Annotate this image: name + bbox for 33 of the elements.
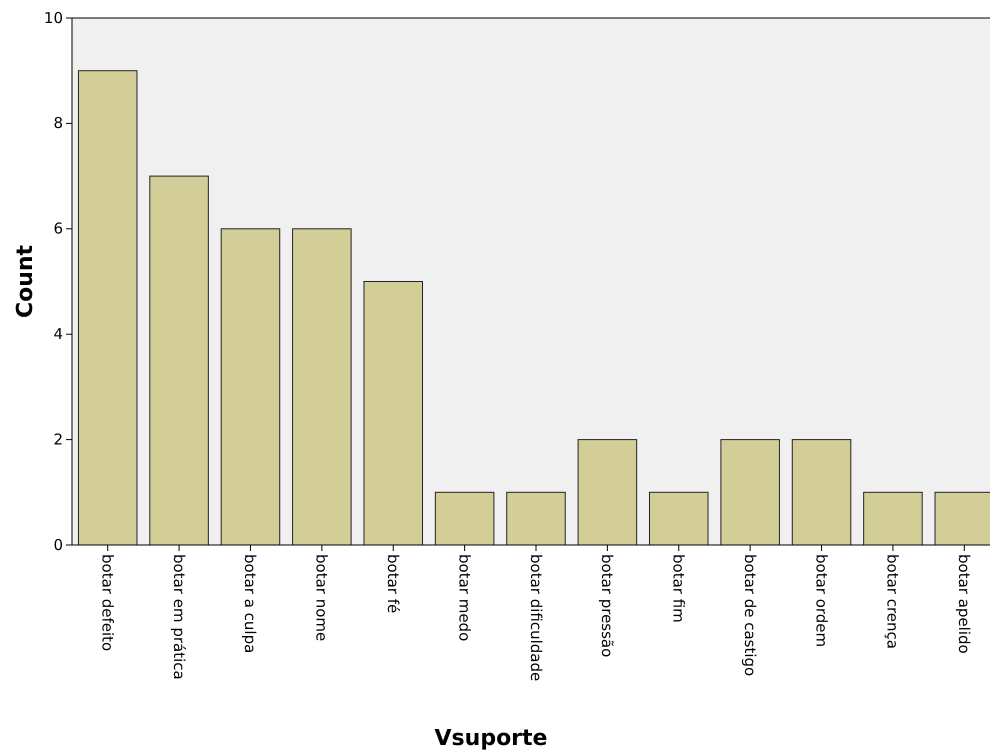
bar: [434, 492, 494, 546]
bar: [363, 281, 423, 546]
bar: [649, 492, 709, 546]
x-tick-label: botar fim: [670, 554, 688, 623]
x-axis-title: Vsuporte: [434, 726, 548, 751]
y-axis-title: Count: [13, 244, 38, 318]
y-tick-label: 4: [53, 325, 63, 343]
x-tick-label: botar pressão: [598, 554, 616, 658]
y-tick-label: 2: [53, 430, 63, 448]
bar: [220, 228, 280, 546]
x-tick-label: botar apelido: [955, 554, 974, 654]
bar: [78, 70, 138, 546]
x-tick-label: botar nome: [312, 554, 331, 642]
y-tick-label: 8: [53, 114, 63, 132]
bar: [292, 228, 352, 546]
x-tick-label: botar defeito: [98, 554, 116, 652]
bar: [578, 439, 638, 546]
y-tick-label: 0: [53, 536, 63, 554]
y-tick-label: 6: [53, 220, 63, 238]
x-tick-label: botar crença: [884, 554, 902, 649]
bar: [506, 492, 566, 546]
x-tick-label: botar dificuldade: [526, 554, 545, 682]
x-tick-label: botar fé: [384, 554, 402, 614]
bar: [792, 439, 852, 546]
x-tick-label: botar medo: [455, 554, 474, 642]
bar: [720, 439, 780, 546]
bar: [149, 176, 209, 546]
x-tick-label: botar em prática: [170, 554, 188, 680]
x-tick-label: botar ordem: [812, 554, 830, 648]
y-tick-label: 10: [44, 8, 63, 27]
x-tick-label: botar a culpa: [241, 554, 260, 654]
bar: [863, 492, 923, 546]
x-tick-label: botar de castigo: [740, 554, 759, 676]
